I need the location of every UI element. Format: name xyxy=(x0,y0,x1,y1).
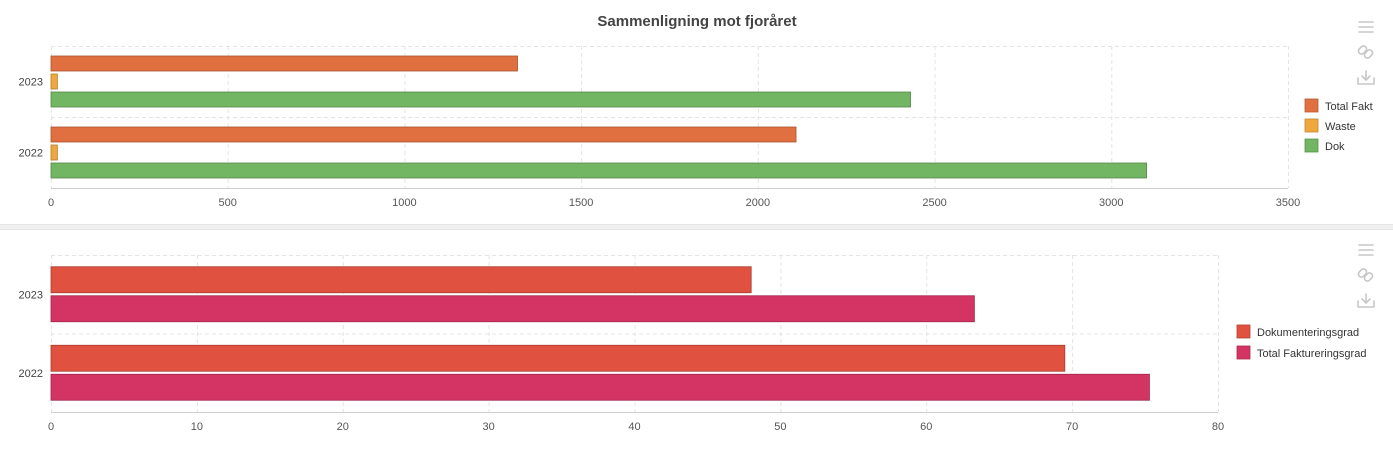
x-tick-label: 3500 xyxy=(1276,197,1300,209)
x-tick-label: 80 xyxy=(1212,421,1224,433)
legend-swatch xyxy=(1304,138,1319,153)
bar-chart-comparison: Sammenligning mot fjoråret 0 500 1000 1500 20… xyxy=(19,13,1375,209)
link-icon[interactable] xyxy=(1357,268,1374,283)
legend-item-dok[interactable]: Dok xyxy=(1304,138,1345,153)
menu-icon[interactable] xyxy=(1358,21,1374,33)
y-tick-label: 2023 xyxy=(19,77,43,89)
chart-title: Sammenligning mot fjoråret xyxy=(597,13,796,30)
bar-total-faktureringsgrad-2022[interactable] xyxy=(50,373,1150,401)
bar-total-fakt-2022[interactable] xyxy=(50,126,797,143)
legend: Dokumenteringsgrad Total Faktureringsgrad xyxy=(1236,324,1366,360)
bar-chart-rates: 0 10 20 30 40 50 60 70 80 2023 2022 Dokumenteringsg… xyxy=(19,244,1375,433)
bar-dokumenteringsgrad-2023[interactable] xyxy=(50,266,752,294)
x-tick-label: 10 xyxy=(191,421,203,433)
chart-toolbar xyxy=(1357,21,1375,85)
legend-label: Waste xyxy=(1325,121,1356,133)
legend-item-total-fakt[interactable]: Total Fakt xyxy=(1304,98,1373,113)
bar-dokumenteringsgrad-2022[interactable] xyxy=(50,344,1066,372)
x-tick-label: 0 xyxy=(48,197,54,209)
y-tick-label: 2022 xyxy=(19,148,43,160)
x-tick-label: 2500 xyxy=(922,197,946,209)
bar-dok-2023[interactable] xyxy=(50,91,911,108)
x-tick-label: 30 xyxy=(483,421,495,433)
legend-label: Dokumenteringsgrad xyxy=(1257,327,1359,339)
bar-total-fakt-2023[interactable] xyxy=(50,55,518,72)
menu-icon[interactable] xyxy=(1358,244,1374,256)
link-icon[interactable] xyxy=(1357,45,1374,60)
legend-label: Total Fakt xyxy=(1325,101,1373,113)
x-tick-label: 3000 xyxy=(1099,197,1123,209)
y-tick-label: 2023 xyxy=(19,289,43,301)
legend-swatch xyxy=(1236,345,1251,360)
legend-label: Dok xyxy=(1325,141,1345,153)
x-tick-label: 40 xyxy=(628,421,640,433)
x-tick-label: 500 xyxy=(219,197,237,209)
bar-dok-2022[interactable] xyxy=(50,162,1148,179)
x-tick-label: 50 xyxy=(774,421,786,433)
x-tick-label: 20 xyxy=(337,421,349,433)
legend-item-dokumenteringsgrad[interactable]: Dokumenteringsgrad xyxy=(1236,324,1359,339)
grid-lines xyxy=(51,46,1289,188)
legend: Total Fakt Waste Dok xyxy=(1304,98,1373,153)
chart-panel-comparison: Sammenligning mot fjoråret 0 500 1000 1500 20… xyxy=(0,0,1393,224)
x-tick-label: 60 xyxy=(920,421,932,433)
grid-lines xyxy=(51,255,1219,412)
legend-item-waste[interactable]: Waste xyxy=(1304,118,1356,133)
y-tick-label: 2022 xyxy=(19,368,43,380)
x-tick-label: 0 xyxy=(48,421,54,433)
download-icon[interactable] xyxy=(1357,70,1375,85)
legend-swatch xyxy=(1304,98,1319,113)
legend-item-total-faktureringsgrad[interactable]: Total Faktureringsgrad xyxy=(1236,345,1366,360)
bar-total-faktureringsgrad-2023[interactable] xyxy=(50,295,975,323)
download-icon[interactable] xyxy=(1357,293,1375,308)
legend-label: Total Faktureringsgrad xyxy=(1257,348,1366,360)
bar-waste-2023[interactable] xyxy=(50,73,58,90)
x-tick-label: 70 xyxy=(1066,421,1078,433)
legend-swatch xyxy=(1304,118,1319,133)
legend-swatch xyxy=(1236,324,1251,339)
bar-waste-2022[interactable] xyxy=(50,144,58,161)
panel-divider xyxy=(0,224,1393,230)
chart-panel-rates: 0 10 20 30 40 50 60 70 80 2023 2022 Dokumenteringsg… xyxy=(0,230,1393,451)
x-tick-label: 1500 xyxy=(569,197,593,209)
x-tick-label: 1000 xyxy=(392,197,416,209)
x-tick-label: 2000 xyxy=(746,197,770,209)
chart-toolbar xyxy=(1357,244,1375,308)
